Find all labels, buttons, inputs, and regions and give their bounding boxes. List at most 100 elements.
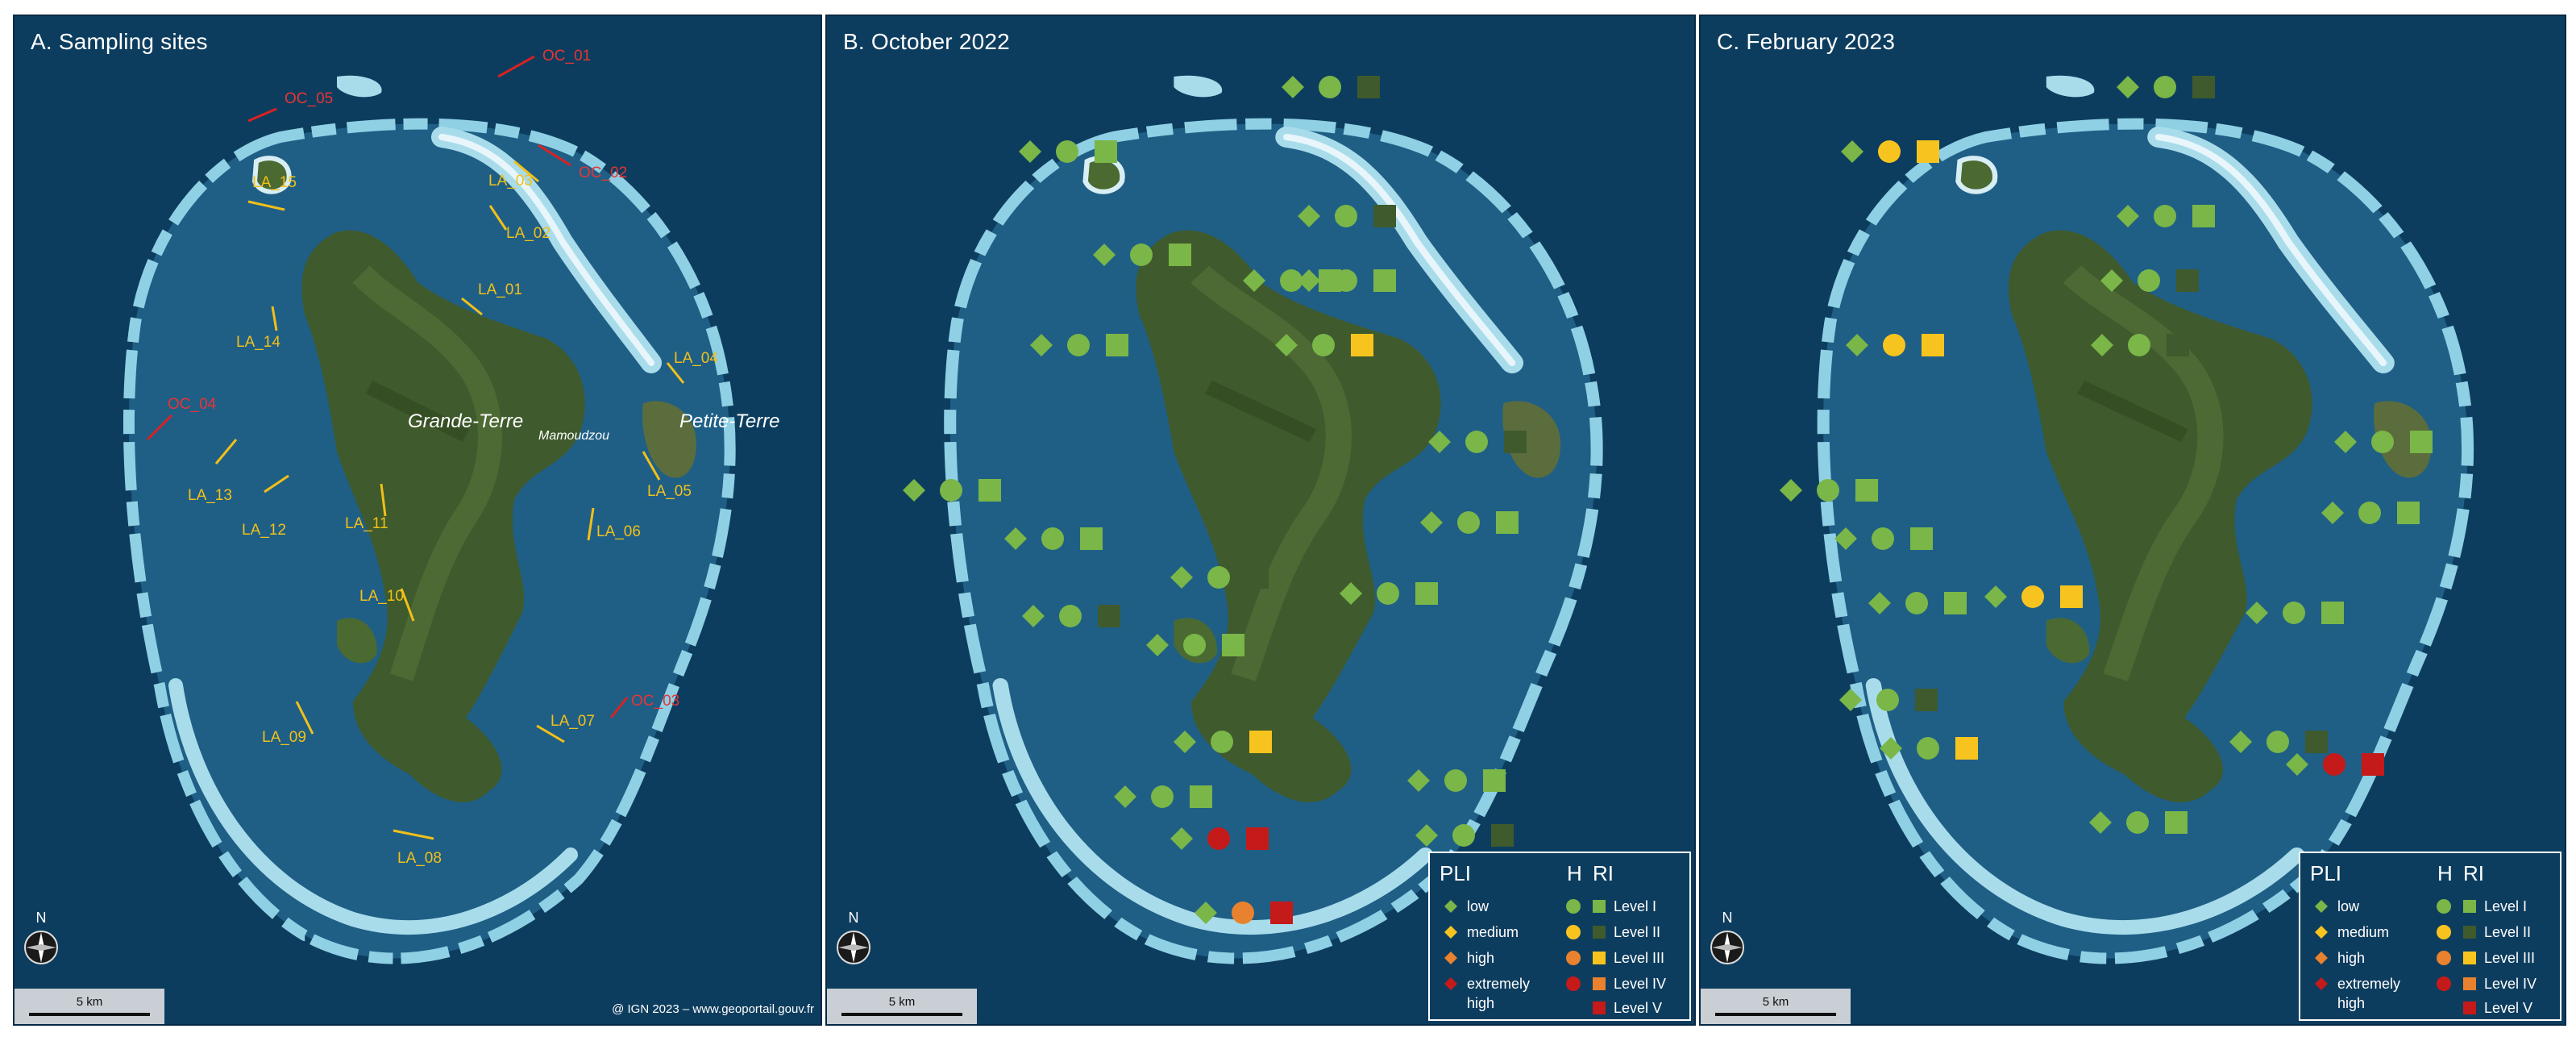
site-marker-la13 [214, 439, 238, 464]
legend-ri-level-2: Level II [1614, 924, 1661, 940]
legend-circle-medium [1566, 925, 1581, 939]
h-circle [1280, 269, 1303, 292]
scale-bar-line [841, 1013, 962, 1016]
h-circle [2021, 585, 2044, 608]
legend-ri-level-1: Level I [2484, 898, 2528, 914]
h-circle [1872, 527, 1894, 550]
legend-circle-high [2437, 951, 2451, 965]
h-circle [2138, 269, 2160, 292]
ri-square [1415, 582, 1438, 605]
h-circle [1319, 76, 1341, 98]
site-index-group [1984, 585, 2083, 608]
site-index-group [1780, 479, 1878, 502]
panel-title: B. October 2022 [843, 29, 1010, 54]
pli-diamond [2100, 269, 2123, 292]
legend-header-h: H [2437, 861, 2453, 885]
h-circle [1335, 205, 1357, 227]
h-circle [1377, 582, 1399, 605]
ri-square [1491, 824, 1514, 847]
pli-diamond [1428, 431, 1451, 453]
scale-bar: 5 km [15, 989, 164, 1024]
legend-circle-high [1566, 951, 1581, 965]
pli-diamond [1420, 511, 1443, 534]
h-circle [1067, 334, 1090, 356]
legend-ri-level-4: Level IV [1614, 976, 1667, 992]
panel-february-2023: C. February 2023 N 5 km PLI H RI [1699, 15, 2566, 1026]
scale-bar-line [29, 1013, 150, 1016]
site-marker-la02 [488, 205, 508, 231]
legend-ri-level-3: Level III [2484, 950, 2536, 966]
pli-diamond [1243, 269, 1265, 292]
ri-square [1249, 731, 1272, 753]
ri-square [1222, 634, 1244, 656]
legend-pli-high: high [2337, 950, 2366, 966]
pli-diamond [1004, 527, 1027, 550]
h-circle [2126, 811, 2149, 834]
ri-square [2397, 502, 2420, 524]
h-circle [1232, 902, 1254, 924]
ri-square [1246, 827, 1269, 850]
site-label-la01: LA_01 [478, 281, 522, 298]
site-index-group [1407, 769, 1506, 792]
legend-square-level-2 [2463, 926, 2476, 939]
site-marker-la11 [380, 483, 387, 517]
pli-diamond [1880, 737, 1902, 760]
h-circle [1183, 634, 1206, 656]
scale-bar-label: 5 km [1762, 995, 1789, 1009]
legend-ri-level-5: Level V [2484, 1000, 2533, 1016]
site-index-group [2091, 334, 2189, 356]
site-label-la14: LA_14 [236, 334, 280, 351]
legend-header-ri: RI [2463, 861, 2484, 885]
site-marker-oc05 [247, 107, 277, 123]
h-circle [1444, 769, 1467, 792]
ri-square [1319, 269, 1341, 292]
pli-diamond [2321, 502, 2344, 524]
h-circle [2283, 602, 2305, 624]
legend-diamond-low [1444, 900, 1457, 913]
h-circle [1878, 140, 1901, 163]
h-circle [1211, 731, 1233, 753]
north-arrow: N [833, 910, 874, 968]
legend-ri-level-4: Level IV [2484, 976, 2537, 992]
legend-square-level-5 [2463, 1002, 2476, 1014]
site-label-la10: LA_10 [359, 588, 404, 605]
legend-square-level-1 [1593, 900, 1606, 913]
pli-diamond [1841, 140, 1863, 163]
pli-diamond [1019, 140, 1041, 163]
site-index-group [2334, 431, 2433, 453]
scale-bar-label: 5 km [76, 995, 103, 1009]
h-circle [2371, 431, 2394, 453]
site-index-group [1340, 582, 1438, 605]
h-circle [1876, 689, 1899, 711]
ri-square [1098, 605, 1120, 627]
h-circle [1207, 566, 1230, 589]
north-arrow: N [21, 910, 61, 968]
legend-header-h: H [1567, 861, 1582, 885]
ri-square [2192, 205, 2215, 227]
index-symbol-layer [903, 76, 1527, 924]
site-index-group [2117, 205, 2215, 227]
site-marker-la03 [513, 160, 539, 183]
scale-bar: 5 km [1701, 989, 1851, 1024]
site-index-group [1022, 605, 1120, 627]
site-label-la09: LA_09 [262, 729, 306, 746]
legend-pli-low: low [1467, 898, 1490, 914]
site-marker-oc02 [538, 144, 571, 167]
ri-square [2176, 269, 2199, 292]
legend-pli-extremely: extremely [2337, 976, 2401, 992]
site-index-group [1834, 527, 1933, 550]
ri-square [2167, 334, 2189, 356]
place-label-grande-terre: Grande-Terre [408, 410, 523, 432]
ri-square [1955, 737, 1978, 760]
legend-circle-low [1566, 899, 1581, 914]
h-circle [2128, 334, 2150, 356]
h-circle [1059, 605, 1082, 627]
pli-diamond [1114, 785, 1136, 808]
h-circle [1130, 244, 1153, 266]
legend-pli-extremely: extremely [1467, 976, 1531, 992]
h-circle [2154, 205, 2176, 227]
pli-diamond [1170, 827, 1193, 850]
legend-square-level-5 [1593, 1002, 1606, 1014]
compass-rose-icon [1710, 931, 1744, 964]
pli-diamond [1022, 605, 1045, 627]
